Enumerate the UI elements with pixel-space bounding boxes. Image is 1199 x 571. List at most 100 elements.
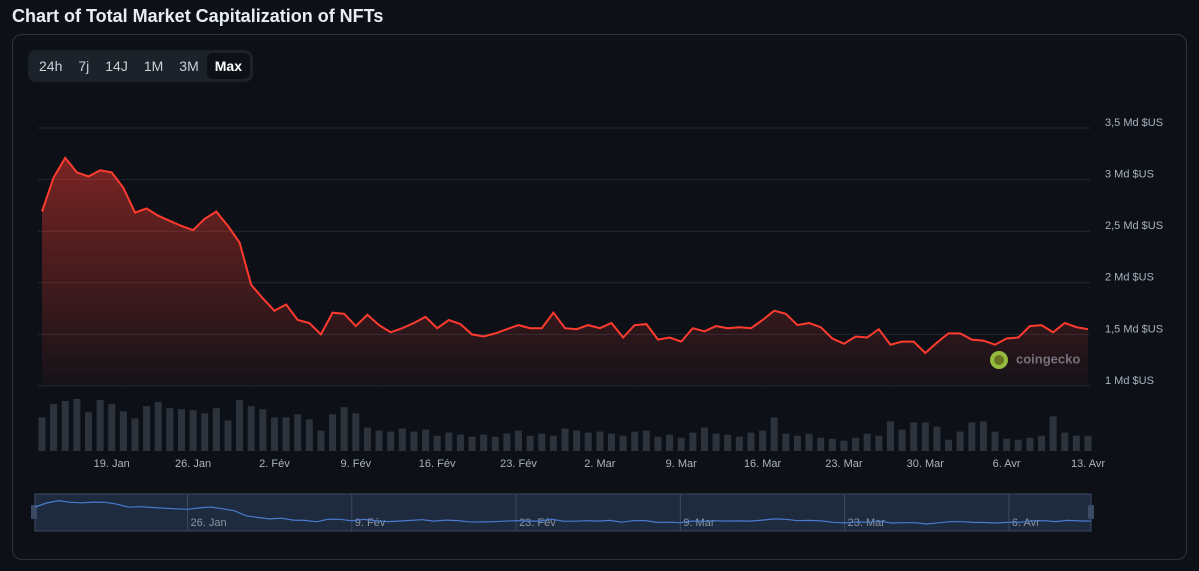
volume-bar	[480, 434, 488, 451]
volume-bar	[712, 433, 720, 451]
volume-bar	[724, 434, 732, 451]
volume-bar	[886, 421, 894, 451]
volume-bar	[154, 402, 162, 451]
volume-bar	[491, 436, 499, 451]
volume-bar	[979, 421, 987, 451]
volume-bar	[770, 417, 778, 451]
volume-bar	[782, 433, 790, 451]
volume-bar	[817, 437, 825, 451]
volume-bar	[108, 404, 116, 451]
volume-bar	[363, 427, 371, 451]
volume-bar	[607, 433, 615, 451]
volume-bar	[456, 434, 464, 451]
volume-bar	[143, 406, 151, 451]
volume-bar	[340, 407, 348, 451]
volume-bar	[933, 426, 941, 451]
volume-bar	[84, 412, 92, 451]
volume-bar	[433, 435, 441, 451]
volume-bar	[270, 417, 278, 451]
volume-bar	[642, 430, 650, 451]
x-tick-label: 16. Fév	[419, 458, 456, 470]
volume-bar	[631, 431, 639, 451]
volume-bar	[863, 433, 871, 451]
x-tick-label: 2. Mar	[584, 458, 616, 470]
x-tick-label: 6. Avr	[993, 458, 1021, 470]
area	[42, 157, 1088, 386]
range-button[interactable]: Max	[206, 53, 250, 79]
volume-bar	[212, 408, 220, 451]
volume-bar	[375, 430, 383, 451]
volume-bar	[1072, 435, 1080, 451]
line	[41, 156, 1089, 355]
x-tick-label: 26. Jan	[175, 458, 211, 470]
navigator-label: 9. Fév	[355, 517, 386, 529]
y-tick-label: 1 Md $US	[1105, 375, 1154, 387]
navigator-label: 26. Jan	[191, 517, 227, 529]
volume-bar	[898, 429, 906, 451]
volume-bar	[968, 422, 976, 451]
volume-bar	[201, 413, 209, 451]
page-title: Chart of Total Market Capitalization of …	[12, 6, 384, 26]
x-tick-label: 30. Mar	[907, 458, 945, 470]
navigator[interactable]	[34, 493, 1092, 532]
y-tick-label: 3 Md $US	[1105, 169, 1154, 181]
navigator-label: 23. Mar	[848, 517, 886, 529]
y-tick-label: 2,5 Md $US	[1105, 220, 1163, 232]
volume-bar	[294, 414, 302, 451]
x-tick-label: 16. Mar	[744, 458, 782, 470]
range-button[interactable]: 14J	[105, 58, 128, 74]
volume-bar	[224, 420, 232, 451]
range-button[interactable]: 3M	[179, 58, 199, 74]
chart-panel	[12, 34, 1187, 560]
volume-bar	[236, 400, 244, 451]
volume-bar	[596, 431, 604, 451]
volume-bar	[398, 428, 406, 451]
volume-bar	[852, 437, 860, 451]
volume-bar	[956, 431, 964, 451]
volume-bar	[422, 429, 430, 451]
volume-bar	[561, 428, 569, 451]
volume-bar	[793, 435, 801, 451]
volume-bar	[317, 430, 325, 451]
volume-bar	[910, 422, 918, 451]
volume-bar	[805, 433, 813, 451]
volume-bar	[503, 433, 511, 451]
volume-bar	[38, 417, 46, 451]
volume-bar	[352, 413, 360, 451]
range-button[interactable]: 7j	[78, 58, 90, 74]
volume-bar	[677, 437, 685, 451]
volume-bar	[119, 411, 127, 451]
volume-bar	[759, 430, 767, 451]
volume-bar	[1049, 416, 1057, 451]
volume-bar	[387, 431, 395, 451]
volume-bar	[468, 436, 476, 451]
x-tick-label: 9. Mar	[666, 458, 698, 470]
volume-bar	[410, 431, 418, 451]
volume-bar	[131, 418, 139, 451]
range-button[interactable]: 24h	[39, 58, 63, 74]
volume-bar	[945, 439, 953, 451]
volume-bar	[921, 422, 929, 451]
volume-bar	[654, 436, 662, 451]
x-tick-label: 2. Fév	[259, 458, 290, 470]
volume-bar	[875, 435, 883, 451]
navigator-handle[interactable]	[1088, 505, 1094, 519]
volume-bar	[166, 408, 174, 451]
x-tick-label: 19. Jan	[94, 458, 130, 470]
volume-bar	[1014, 439, 1022, 451]
volume-bar	[619, 435, 627, 451]
range-button[interactable]: 1M	[143, 58, 164, 74]
navigator-line	[34, 499, 1092, 525]
volume-bar	[1026, 437, 1034, 451]
volume-bar	[96, 400, 104, 451]
navigator-handle[interactable]	[31, 505, 37, 519]
volume-bar	[189, 410, 197, 451]
volume-bar	[991, 431, 999, 451]
volume-bar	[247, 406, 255, 451]
x-tick-label: 13. Avr	[1071, 458, 1105, 470]
volume-bar	[666, 434, 674, 451]
volume-bar	[73, 399, 81, 451]
x-tick-label: 9. Fév	[341, 458, 372, 470]
volume-bar	[526, 435, 534, 451]
volume-bar	[282, 417, 290, 451]
